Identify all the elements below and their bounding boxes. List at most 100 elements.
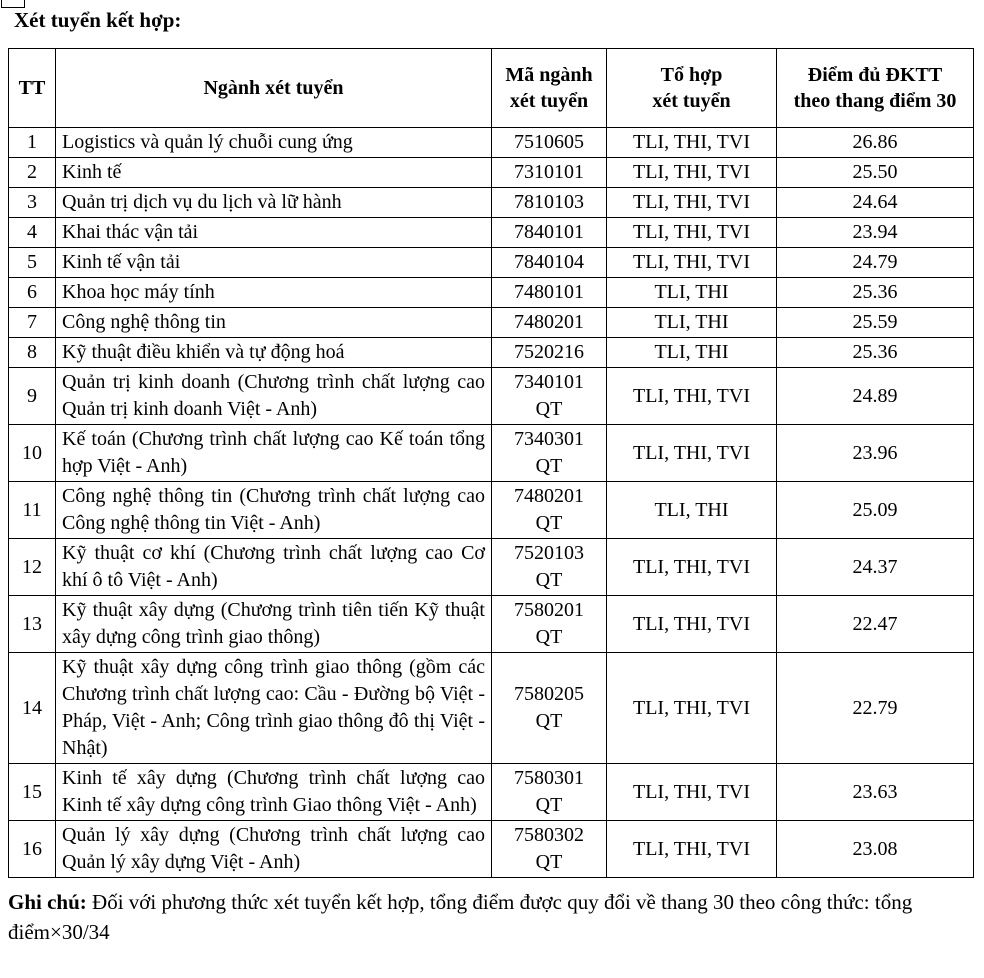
row-number-cell: 14	[8, 652, 56, 764]
table-row: 15 Kinh tế xây dựng (Chương trình chất l…	[8, 763, 974, 821]
score-cell: 24.79	[776, 247, 974, 278]
major-name-cell: Quản trị kinh doanh (Chương trình chất l…	[55, 367, 492, 425]
major-code-cell: 7840101	[491, 217, 607, 248]
major-code-cell: 7580301 QT	[491, 763, 607, 821]
subject-combination-cell: TLI, THI, TVI	[606, 763, 777, 821]
major-code-cell: 7520103 QT	[491, 538, 607, 596]
major-code-cell: 7310101	[491, 157, 607, 188]
page-title: Xét tuyển kết hợp:	[14, 8, 182, 32]
major-name-cell: Kế toán (Chương trình chất lượng cao Kế …	[55, 424, 492, 482]
row-number-cell: 1	[8, 127, 56, 158]
row-number-cell: 2	[8, 157, 56, 188]
score-cell: 23.08	[776, 820, 974, 878]
table-header: TT Ngành xét tuyển Mã ngành xét tuyển Tổ…	[8, 48, 974, 128]
major-name-cell: Công nghệ thông tin	[55, 307, 492, 338]
major-code-cell: 7520216	[491, 337, 607, 368]
row-number-cell: 5	[8, 247, 56, 278]
header-tt: TT	[8, 48, 56, 128]
table-row: 2 Kinh tế 7310101 TLI, THI, TVI 25.50	[8, 157, 974, 188]
score-cell: 22.79	[776, 652, 974, 764]
subject-combination-cell: TLI, THI, TVI	[606, 595, 777, 653]
subject-combination-cell: TLI, THI, TVI	[606, 157, 777, 188]
row-number-cell: 9	[8, 367, 56, 425]
table-row: 14 Kỹ thuật xây dựng công trình giao thô…	[8, 652, 974, 764]
footnote-label: Ghi chú:	[8, 890, 87, 914]
major-code-cell: 7810103	[491, 187, 607, 218]
row-number-cell: 15	[8, 763, 56, 821]
header-nganh-xet-tuyen: Ngành xét tuyển	[55, 48, 492, 128]
major-code-cell: 7340301 QT	[491, 424, 607, 482]
score-cell: 25.36	[776, 277, 974, 308]
score-cell: 23.94	[776, 217, 974, 248]
major-code-cell: 7580201 QT	[491, 595, 607, 653]
table-row: 7 Công nghệ thông tin 7480201 TLI, THI 2…	[8, 307, 974, 338]
score-cell: 24.89	[776, 367, 974, 425]
table-row: 1 Logistics và quản lý chuỗi cung ứng 75…	[8, 127, 974, 158]
score-cell: 25.36	[776, 337, 974, 368]
subject-combination-cell: TLI, THI, TVI	[606, 820, 777, 878]
major-code-cell: 7840104	[491, 247, 607, 278]
table-row: 6 Khoa học máy tính 7480101 TLI, THI 25.…	[8, 277, 974, 308]
subject-combination-cell: TLI, THI	[606, 337, 777, 368]
major-name-cell: Công nghệ thông tin (Chương trình chất l…	[55, 481, 492, 539]
table-row: 8 Kỹ thuật điều khiển và tự động hoá 752…	[8, 337, 974, 368]
score-cell: 25.59	[776, 307, 974, 338]
major-name-cell: Khoa học máy tính	[55, 277, 492, 308]
row-number-cell: 8	[8, 337, 56, 368]
header-to-hop: Tổ hợp xét tuyển	[606, 48, 777, 128]
major-name-cell: Quản lý xây dựng (Chương trình chất lượn…	[55, 820, 492, 878]
major-name-cell: Khai thác vận tải	[55, 217, 492, 248]
major-name-cell: Kỹ thuật xây dựng công trình giao thông …	[55, 652, 492, 764]
subject-combination-cell: TLI, THI	[606, 307, 777, 338]
row-number-cell: 3	[8, 187, 56, 218]
row-number-cell: 6	[8, 277, 56, 308]
row-number-cell: 11	[8, 481, 56, 539]
table-row: 13 Kỹ thuật xây dựng (Chương trình tiên …	[8, 595, 974, 653]
major-name-cell: Kỹ thuật điều khiển và tự động hoá	[55, 337, 492, 368]
subject-combination-cell: TLI, THI, TVI	[606, 187, 777, 218]
footnote-text: Đối với phương thức xét tuyển kết hợp, t…	[8, 890, 913, 944]
major-name-cell: Logistics và quản lý chuỗi cung ứng	[55, 127, 492, 158]
subject-combination-cell: TLI, THI	[606, 277, 777, 308]
major-code-cell: 7580302 QT	[491, 820, 607, 878]
row-number-cell: 12	[8, 538, 56, 596]
table-row: 16 Quản lý xây dựng (Chương trình chất l…	[8, 820, 974, 878]
score-cell: 24.37	[776, 538, 974, 596]
table-row: 11 Công nghệ thông tin (Chương trình chấ…	[8, 481, 974, 539]
major-code-cell: 7480201	[491, 307, 607, 338]
table-row: 3 Quản trị dịch vụ du lịch và lữ hành 78…	[8, 187, 974, 218]
subject-combination-cell: TLI, THI, TVI	[606, 367, 777, 425]
subject-combination-cell: TLI, THI, TVI	[606, 538, 777, 596]
subject-combination-cell: TLI, THI, TVI	[606, 247, 777, 278]
major-name-cell: Kinh tế	[55, 157, 492, 188]
score-cell: 22.47	[776, 595, 974, 653]
major-code-cell: 7480201 QT	[491, 481, 607, 539]
major-code-cell: 7480101	[491, 277, 607, 308]
row-number-cell: 13	[8, 595, 56, 653]
row-number-cell: 10	[8, 424, 56, 482]
table-body: 1 Logistics và quản lý chuỗi cung ứng 75…	[8, 127, 974, 878]
row-number-cell: 7	[8, 307, 56, 338]
subject-combination-cell: TLI, THI, TVI	[606, 424, 777, 482]
major-code-cell: 7580205 QT	[491, 652, 607, 764]
subject-combination-cell: TLI, THI, TVI	[606, 217, 777, 248]
major-name-cell: Kỹ thuật cơ khí (Chương trình chất lượng…	[55, 538, 492, 596]
table-header-row: TT Ngành xét tuyển Mã ngành xét tuyển Tổ…	[8, 48, 974, 128]
major-name-cell: Quản trị dịch vụ du lịch và lữ hành	[55, 187, 492, 218]
row-number-cell: 4	[8, 217, 56, 248]
major-name-cell: Kỹ thuật xây dựng (Chương trình tiên tiế…	[55, 595, 492, 653]
subject-combination-cell: TLI, THI, TVI	[606, 127, 777, 158]
row-number-cell: 16	[8, 820, 56, 878]
subject-combination-cell: TLI, THI, TVI	[606, 652, 777, 764]
score-cell: 26.86	[776, 127, 974, 158]
major-name-cell: Kinh tế vận tải	[55, 247, 492, 278]
header-diem-du-dktt: Điểm đủ ĐKTT theo thang điểm 30	[776, 48, 974, 128]
footnote: Ghi chú: Đối với phương thức xét tuyển k…	[8, 887, 970, 947]
score-cell: 23.96	[776, 424, 974, 482]
score-cell: 23.63	[776, 763, 974, 821]
table-row: 5 Kinh tế vận tải 7840104 TLI, THI, TVI …	[8, 247, 974, 278]
header-ma-nganh: Mã ngành xét tuyển	[491, 48, 607, 128]
major-code-cell: 7510605	[491, 127, 607, 158]
subject-combination-cell: TLI, THI	[606, 481, 777, 539]
